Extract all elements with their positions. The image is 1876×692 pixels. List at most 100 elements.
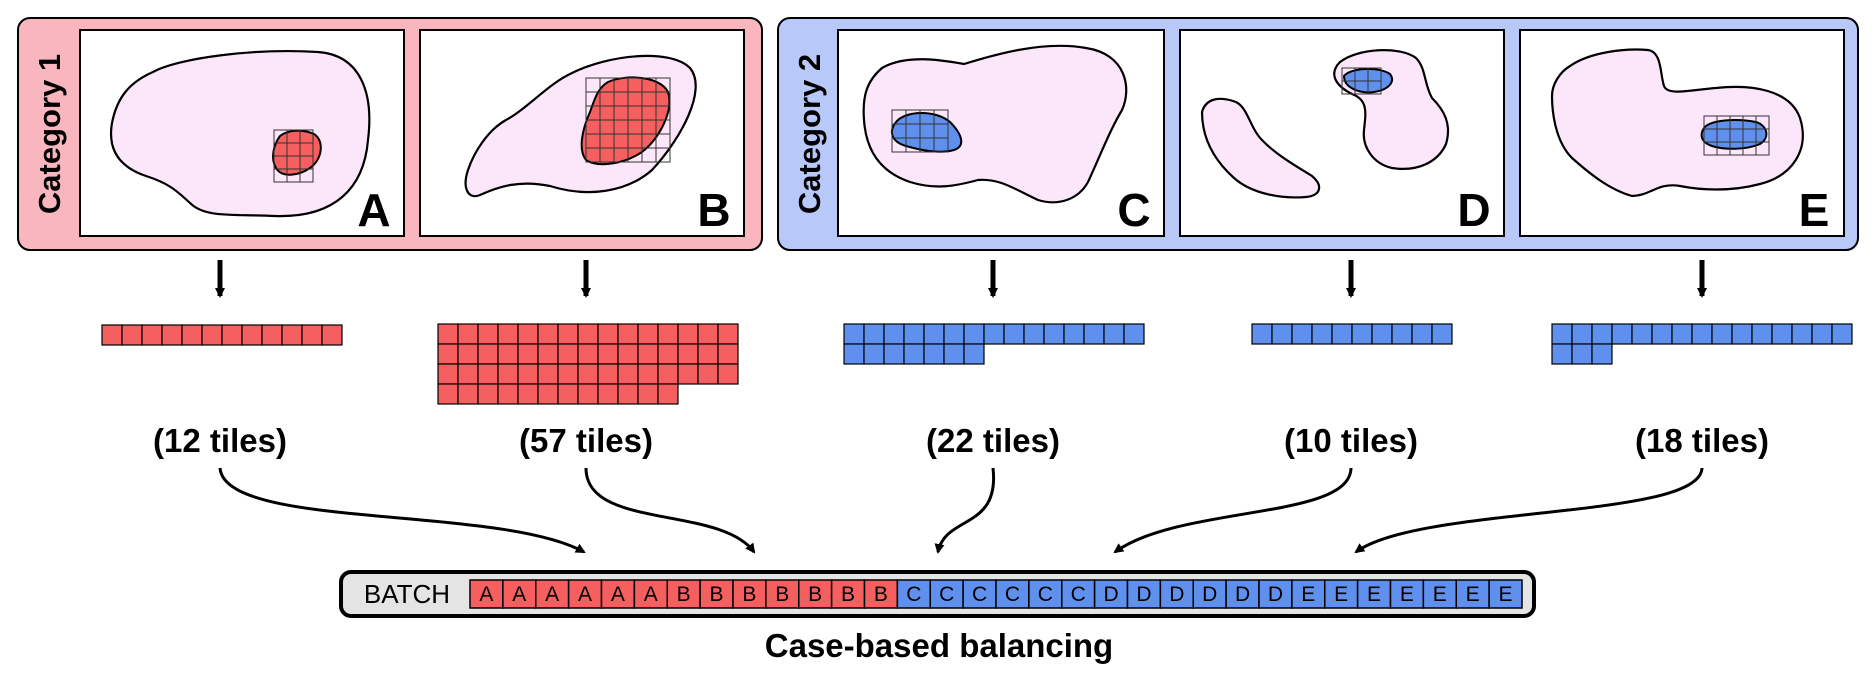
batch-cell-letter: B <box>742 583 756 606</box>
tile <box>497 323 519 345</box>
tile <box>963 323 985 345</box>
batch-cell <box>1192 579 1227 609</box>
tile <box>1551 323 1573 345</box>
tile <box>677 343 699 365</box>
tile <box>321 324 343 346</box>
batch-cell-letter: B <box>808 583 822 606</box>
tumour-tile-grid-a <box>272 129 322 183</box>
case-panel-b: B <box>419 29 745 237</box>
batch-cell <box>798 579 833 609</box>
tile <box>497 383 519 405</box>
batch-label: BATCH <box>364 579 450 609</box>
tile <box>121 324 143 346</box>
batch-cell-letter: D <box>1136 583 1151 606</box>
batch-cell-letter: C <box>1071 583 1086 606</box>
batch-cell <box>896 579 931 609</box>
batch-cell-letter: E <box>1301 583 1315 606</box>
tile <box>1651 323 1673 345</box>
case-letter-c: C <box>1117 184 1150 236</box>
tile <box>1551 343 1573 365</box>
batch-cell <box>830 579 866 609</box>
batch-cell-letter: A <box>644 583 658 606</box>
curve-arrow-c <box>934 467 996 554</box>
tile <box>1043 323 1065 345</box>
tile <box>161 324 183 346</box>
batch-cell-letter: A <box>578 583 592 606</box>
tile <box>1391 323 1413 345</box>
batch-cell <box>1258 579 1293 609</box>
batch-cell-letter: B <box>874 583 888 606</box>
batch-cell <box>469 579 504 609</box>
tile-stack-e <box>1551 323 1853 365</box>
tile <box>1351 323 1373 345</box>
batch-cell <box>1422 579 1457 609</box>
tile <box>863 343 885 365</box>
batch-cell <box>502 579 537 609</box>
batch-cell <box>732 579 767 609</box>
batch-cell-letter: A <box>611 583 625 606</box>
tile <box>617 383 639 405</box>
tile <box>577 363 599 385</box>
tile <box>517 343 539 365</box>
batch-cell-letter: B <box>677 583 691 606</box>
tile <box>557 383 579 405</box>
tile-stack-b <box>437 323 739 405</box>
tile <box>577 383 599 405</box>
tile <box>261 324 283 346</box>
tile <box>903 323 925 345</box>
tissue-section-c <box>862 44 1128 204</box>
tissue-section-d <box>1200 97 1321 199</box>
curve-arrow-e <box>1354 467 1704 554</box>
tile <box>1691 323 1713 345</box>
tumour-region-e <box>1700 119 1768 150</box>
tile-stacks <box>101 323 1853 405</box>
tile <box>477 323 499 345</box>
tile <box>517 363 539 385</box>
tumour-tile-grid-b <box>580 76 671 166</box>
overlay-tile <box>1755 141 1770 156</box>
tile <box>457 363 479 385</box>
tile <box>883 323 905 345</box>
tile <box>517 383 539 405</box>
tile <box>1811 323 1833 345</box>
tile <box>637 363 659 385</box>
batch-cell <box>567 579 603 609</box>
tile <box>677 323 699 345</box>
tile <box>1771 323 1793 345</box>
tile <box>1631 323 1653 345</box>
case-panel-c: C <box>837 29 1165 237</box>
tile <box>1311 323 1333 345</box>
tile <box>903 343 925 365</box>
tile-stack-c <box>843 323 1145 365</box>
tile <box>457 383 479 405</box>
batch-cell-letter: E <box>1367 583 1381 606</box>
batch-cell <box>1159 579 1194 609</box>
batch-cell <box>1028 579 1063 609</box>
tile <box>697 363 719 385</box>
tile <box>537 363 559 385</box>
case-letter-e: E <box>1799 184 1830 236</box>
tile-stack-d <box>1251 323 1453 345</box>
tile <box>1791 323 1813 345</box>
batch-cell-letter: B <box>841 583 855 606</box>
caption: Case-based balancing <box>765 627 1113 664</box>
batch-cell <box>1126 579 1162 609</box>
batch-cell-letter: D <box>1169 583 1184 606</box>
tile <box>437 323 459 345</box>
tile <box>1023 323 1045 345</box>
tile <box>657 343 679 365</box>
batch-cell-letter: E <box>1433 583 1447 606</box>
batch-cell-letter: E <box>1499 583 1513 606</box>
batch-cell-letter: D <box>1268 583 1283 606</box>
tile <box>637 323 659 345</box>
down-arrows <box>215 260 1707 298</box>
tile <box>557 323 579 345</box>
tile <box>1431 323 1453 345</box>
tile <box>457 323 479 345</box>
batch-cell-letter: E <box>1400 583 1414 606</box>
tile <box>983 323 1005 345</box>
tile <box>717 343 739 365</box>
curve-arrow-a <box>218 467 586 554</box>
tile <box>657 323 679 345</box>
